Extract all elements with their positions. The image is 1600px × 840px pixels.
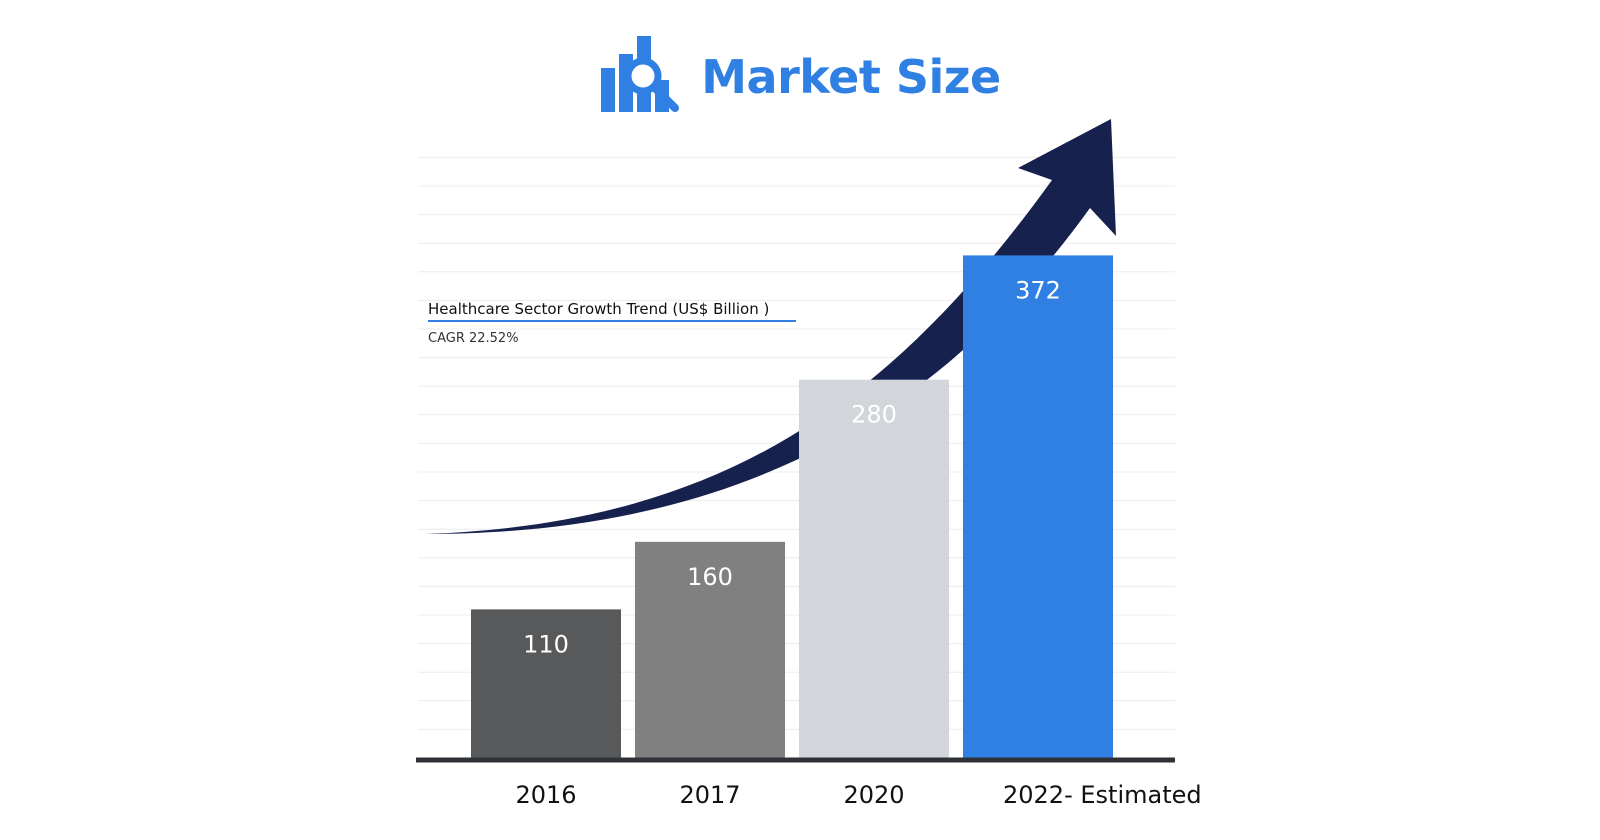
x-tick-label: 2017 [679,781,740,809]
x-tick-label: 2016 [515,781,576,809]
chart-subtitle: CAGR 22.52% [428,331,519,346]
bar-chart-magnifier-icon [601,36,680,112]
chart-title: Healthcare Sector Growth Trend (US$ Bill… [428,300,769,318]
bar-value-label: 372 [1015,276,1061,304]
bar-2020 [799,379,949,758]
bar-value-label: 280 [851,401,897,429]
x-tick-label: 2022- Estimated [1003,781,1202,809]
bar-2016 [471,609,621,758]
x-tick-label: 2020 [843,781,904,809]
bar-value-label: 160 [687,563,733,591]
bar-2022-estimated [963,255,1113,759]
bar-2017 [635,541,785,758]
header: Market Size [0,32,1600,122]
bar-value-label: 110 [523,630,569,658]
brand-title: Market Size [701,50,1001,104]
